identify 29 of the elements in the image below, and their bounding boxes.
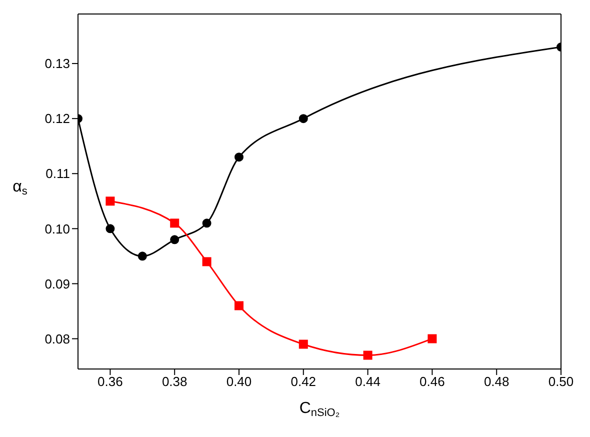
x-tick-label: 0.40 xyxy=(226,374,252,390)
x-tick-label: 0.36 xyxy=(98,374,123,390)
point xyxy=(106,196,115,206)
x-tick-label: 0.44 xyxy=(355,374,380,390)
point xyxy=(202,218,212,228)
y-tick-label: 0.11 xyxy=(46,166,70,182)
y-tick-label: 0.12 xyxy=(44,111,70,126)
x-tick-label: 0.38 xyxy=(162,374,188,390)
y-tick-label: 0.09 xyxy=(44,276,70,292)
point xyxy=(234,152,244,162)
y-tick-label: 0.13 xyxy=(44,56,70,72)
x-tick-label: 0.48 xyxy=(484,374,510,390)
x-tick-label: 0.46 xyxy=(420,374,445,390)
x-tick-label: 0.50 xyxy=(548,374,574,390)
point xyxy=(170,235,180,244)
point xyxy=(138,252,147,261)
point xyxy=(428,334,437,344)
y-tick-label: 0.08 xyxy=(44,331,70,346)
x-tick-label: 0.42 xyxy=(290,374,316,390)
point xyxy=(170,218,180,228)
x-axis-title: C$_{nSiO₂}$ xyxy=(299,400,340,420)
point xyxy=(106,224,115,234)
point xyxy=(234,301,244,310)
point xyxy=(298,340,308,349)
point xyxy=(202,257,212,266)
y-tick-label: 0.10 xyxy=(44,221,70,236)
point xyxy=(298,114,308,124)
y-axis-title: α$_{s}$ xyxy=(12,178,28,198)
point xyxy=(363,350,372,360)
